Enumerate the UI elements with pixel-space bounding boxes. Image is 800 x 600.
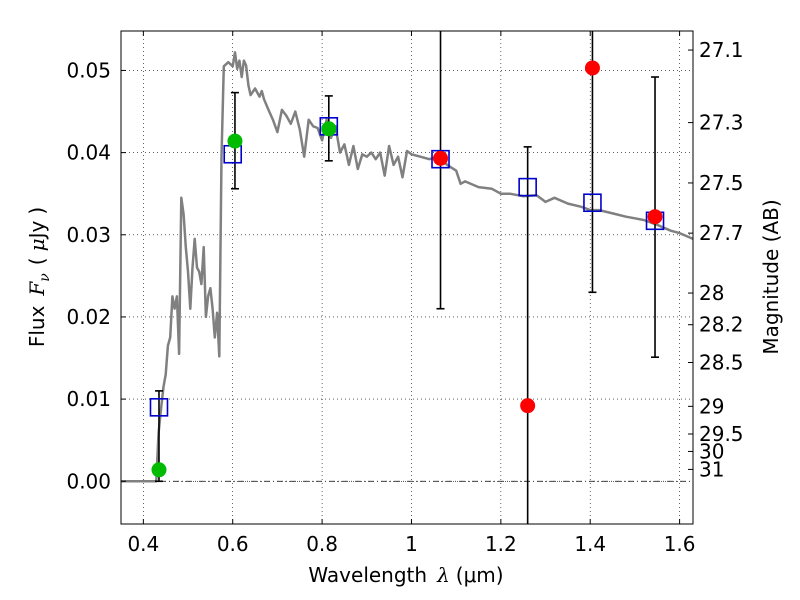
tick-labels: 0.4 0.6 0.8 1 1.2 1.4 1.6 0.00 0.01 0.02 0.03 0.04 0…: [66, 38, 743, 556]
photometry-circle-marker: [227, 133, 243, 149]
x-tick-label: 0.4: [127, 532, 159, 556]
y-tick-label: 0.01: [66, 387, 111, 411]
photometry-circle-marker: [433, 150, 449, 166]
y-tick-label: 0.02: [66, 305, 111, 329]
photometry-circle-marker: [647, 209, 663, 225]
magnitude-tick-label: 27.3: [699, 111, 744, 135]
circle-markers: [151, 60, 663, 478]
y-tick-label: 0.04: [66, 141, 111, 165]
magnitude-tick-label: 27.7: [699, 221, 744, 245]
axis-ticks: [121, 31, 693, 524]
magnitude-tick-label: 31: [699, 457, 724, 481]
magnitude-tick-label: 28.5: [699, 351, 744, 375]
observed-square-marker: [431, 149, 450, 169]
x-tick-label: 1.4: [574, 532, 606, 556]
model-spectrum-layer: [121, 51, 694, 483]
y-tick-label: 0.05: [66, 58, 111, 82]
observed-square-marker: [583, 193, 602, 213]
magnitude-tick-label: 27.1: [699, 38, 744, 62]
magnitude-tick-label: 27.5: [699, 171, 744, 195]
photometry-circle-marker: [321, 121, 337, 137]
magnitude-tick-label: 30: [699, 439, 724, 463]
x-tick-label: 1: [405, 532, 418, 556]
y-axis-title: FluxFν(μJy): [25, 207, 53, 347]
magnitude-tick-label: 28: [699, 281, 724, 305]
magnitude-tick-label: 29: [699, 394, 724, 418]
model-spectrum-line: [121, 51, 694, 483]
photometry-circle-marker: [520, 398, 536, 414]
observed-square-marker: [518, 177, 537, 197]
magnitude-tick-label: 29.5: [699, 422, 744, 446]
observed-square-marker: [149, 398, 169, 417]
x-axis-title: Wavelength λ (μm): [308, 563, 503, 587]
magnitude-tick-label: 28.2: [699, 313, 744, 337]
photometry-circle-marker: [151, 462, 167, 478]
y2-axis-title: Magnitude (AB): [759, 199, 783, 354]
plot-frame: [120, 30, 694, 525]
y-tick-label: 0.00: [66, 469, 111, 493]
x-tick-label: 1.2: [485, 532, 517, 556]
y-tick-label: 0.03: [66, 223, 111, 247]
x-tick-label: 1.6: [664, 532, 696, 556]
photometry-circle-marker: [584, 60, 600, 76]
x-tick-label: 0.8: [306, 532, 338, 556]
x-tick-label: 0.6: [217, 532, 249, 556]
